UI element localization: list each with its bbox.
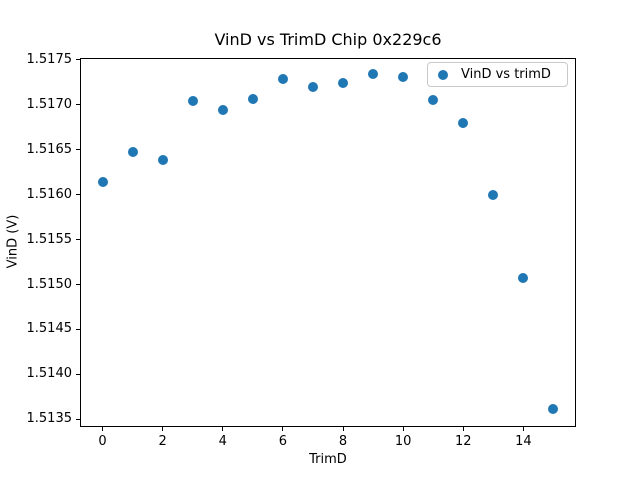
x-tick-mark [462,427,464,432]
data-point [277,73,288,84]
y-tick-label: 1.5140 [26,366,73,382]
circle-icon [438,69,448,80]
y-tick-label: 1.5135 [26,411,73,427]
x-tick-mark [102,427,104,432]
legend: VinD vs trimD [427,62,568,87]
y-tick-label: 1.5155 [26,231,73,247]
y-tick-label: 1.5165 [26,141,73,157]
y-axis-label: VinD (V) [5,214,21,269]
y-tick-mark [76,104,80,106]
data-point [127,146,138,157]
y-tick-mark [76,239,80,241]
data-point [157,155,168,166]
chart-title: VinD vs TrimD Chip 0x229c6 [214,30,442,49]
x-tick-mark [402,427,404,432]
y-tick-mark [76,373,80,375]
data-point [338,78,349,89]
data-point [518,273,529,284]
x-tick-mark [162,427,164,432]
x-tick-mark [522,427,524,432]
y-tick-label: 1.5160 [26,186,73,202]
data-point [398,71,409,82]
y-tick-label: 1.5170 [26,96,73,112]
x-tick-label: 12 [454,434,472,450]
x-tick-mark [342,427,344,432]
legend-label: VinD vs trimD [461,67,551,82]
x-tick-label: 14 [515,434,532,450]
x-tick-label: 4 [218,434,227,450]
y-tick-mark [76,328,80,330]
y-tick-mark [76,194,80,196]
x-tick-mark [222,427,224,432]
data-point [458,117,469,128]
x-tick-label: 0 [98,434,107,450]
x-tick-label: 8 [338,434,348,450]
y-tick-mark [76,149,80,151]
x-tick-mark [282,427,284,432]
y-tick-label: 1.5150 [26,276,73,292]
data-point [97,177,108,188]
x-tick-label: 6 [278,434,288,450]
x-tick-label: 10 [394,434,412,450]
y-tick-mark [76,418,80,420]
data-point [548,403,559,414]
data-point [368,69,379,80]
x-tick-label: 2 [158,434,167,450]
data-point [247,94,258,105]
x-axis-label: TrimD [309,452,347,467]
data-point [488,189,499,200]
data-point [187,96,198,107]
data-point [428,95,439,106]
y-tick-mark [76,59,80,61]
y-tick-label: 1.5175 [26,51,73,67]
data-point [307,81,318,92]
plot-area [80,57,576,428]
y-tick-label: 1.5145 [26,321,73,337]
data-point [217,105,228,116]
y-tick-mark [76,284,80,285]
